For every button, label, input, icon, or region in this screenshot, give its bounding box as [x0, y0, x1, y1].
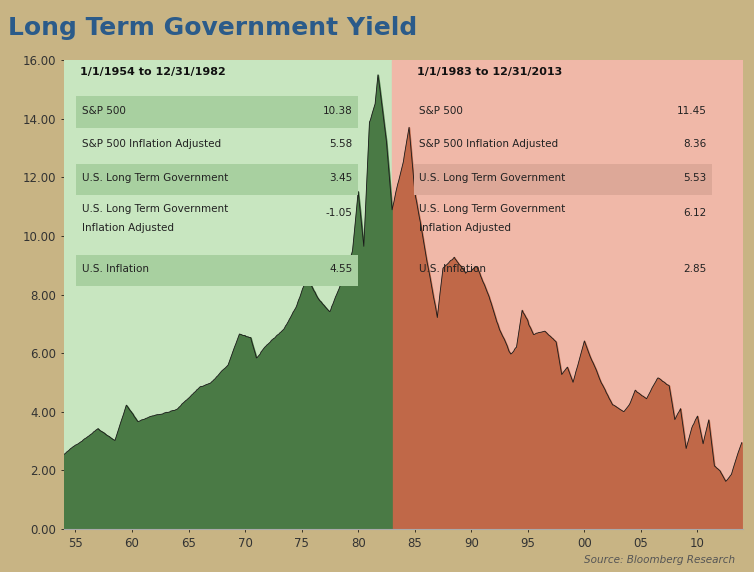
Text: U.S. Long Term Government: U.S. Long Term Government	[419, 204, 566, 213]
Text: 3.45: 3.45	[329, 173, 352, 183]
Text: U.S. Inflation: U.S. Inflation	[419, 264, 486, 274]
Bar	[64, 60, 392, 529]
Text: 5.53: 5.53	[683, 173, 706, 183]
Text: U.S. Long Term Government: U.S. Long Term Government	[81, 204, 228, 213]
Text: S&P 500: S&P 500	[81, 106, 126, 116]
FancyBboxPatch shape	[76, 164, 358, 195]
Text: S&P 500 Inflation Adjusted: S&P 500 Inflation Adjusted	[419, 140, 558, 149]
Text: Inflation Adjusted: Inflation Adjusted	[419, 223, 511, 233]
Text: U.S. Inflation: U.S. Inflation	[81, 264, 149, 274]
Text: 5.58: 5.58	[329, 140, 352, 149]
Text: 11.45: 11.45	[677, 106, 706, 116]
Text: S&P 500: S&P 500	[419, 106, 463, 116]
Text: 1/1/1954 to 12/31/1982: 1/1/1954 to 12/31/1982	[80, 67, 225, 77]
FancyBboxPatch shape	[413, 164, 712, 195]
Text: 10.38: 10.38	[323, 106, 352, 116]
Text: U.S. Long Term Government: U.S. Long Term Government	[419, 173, 566, 183]
Bar	[392, 60, 743, 529]
Text: 2.85: 2.85	[683, 264, 706, 274]
Text: 1/1/1983 to 12/31/2013: 1/1/1983 to 12/31/2013	[417, 67, 562, 77]
Text: 6.12: 6.12	[683, 208, 706, 219]
Text: -1.05: -1.05	[326, 208, 352, 219]
Text: Source: Bloomberg Research: Source: Bloomberg Research	[584, 555, 735, 565]
Text: 8.36: 8.36	[683, 140, 706, 149]
Text: Long Term Government Yield: Long Term Government Yield	[8, 16, 417, 40]
Text: U.S. Long Term Government: U.S. Long Term Government	[81, 173, 228, 183]
FancyBboxPatch shape	[76, 96, 358, 128]
FancyBboxPatch shape	[76, 255, 358, 286]
Text: Inflation Adjusted: Inflation Adjusted	[81, 223, 173, 233]
Text: S&P 500 Inflation Adjusted: S&P 500 Inflation Adjusted	[81, 140, 221, 149]
Text: 4.55: 4.55	[329, 264, 352, 274]
